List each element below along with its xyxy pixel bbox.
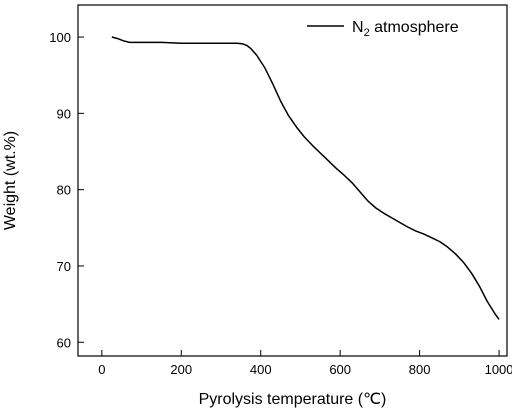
x-tick-label: 400 — [250, 362, 272, 377]
y-tick-label: 80 — [57, 183, 71, 198]
legend: N2 atmosphere — [307, 19, 459, 39]
legend-label: N2 atmosphere — [352, 19, 459, 39]
x-tick-label: 1000 — [485, 362, 512, 377]
axis-ticks: 0 200 400 600 800 1000 60 70 80 90 100 — [49, 30, 512, 377]
plot-series — [111, 36, 500, 320]
series-line — [111, 36, 500, 320]
x-axis-label: Pyrolysis temperature (℃) — [199, 391, 387, 408]
legend-label-subscript: 2 — [364, 27, 370, 39]
legend-label-rest: atmosphere — [370, 19, 459, 36]
x-tick-label: 600 — [329, 362, 351, 377]
y-tick-label: 70 — [57, 259, 71, 274]
legend-label-main: N — [352, 19, 364, 36]
y-axis-label: Weight (wt.%) — [2, 131, 19, 230]
y-tick-label: 60 — [57, 335, 71, 350]
x-tick-label: 0 — [98, 362, 105, 377]
y-tick-label: 100 — [49, 30, 71, 45]
x-tick-label: 800 — [409, 362, 431, 377]
x-tick-label: 200 — [170, 362, 192, 377]
plot-frame — [77, 4, 508, 357]
y-tick-label: 90 — [57, 106, 71, 121]
